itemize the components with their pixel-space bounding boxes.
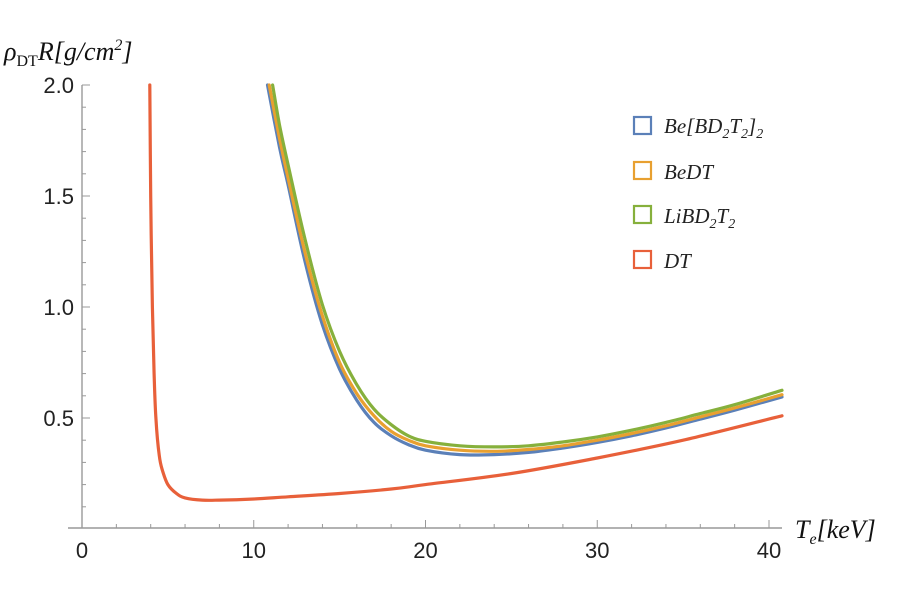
legend-item-3: LiBD2T2: [632, 204, 735, 232]
legend-label-1a: Be[BD: [664, 114, 722, 138]
x-tick-label: 30: [585, 538, 609, 563]
legend: Be[BD2T2]2 BeDT LiBD2T2 DT: [632, 114, 763, 273]
series-line-dt: [148, 83, 784, 502]
legend-item-2: BeDT: [632, 160, 714, 184]
legend-label-1d: 2: [741, 127, 748, 142]
legend-label-3d: 2: [728, 217, 735, 232]
y-axis-title-sub: DT: [16, 53, 38, 70]
x-tick-label: 20: [413, 538, 437, 563]
y-axis-title-end: ]: [121, 37, 132, 66]
legend-item-4: DT: [632, 249, 692, 273]
y-axis-title: ρDTR[g/cm2]: [3, 37, 132, 70]
y-axis-title-rho: ρ: [3, 37, 16, 66]
series-line-be-bd2t2-2: [265, 83, 784, 457]
svg-text:Te[keV]: Te[keV]: [795, 515, 876, 548]
series-line-bedt: [267, 83, 784, 453]
x-tick-label: 40: [757, 538, 781, 563]
svg-text:Be[BD2T2]2: Be[BD2T2]2: [664, 114, 763, 142]
x-axis-title-t: T: [795, 515, 811, 544]
axes: 0 10 20 30 40 0.5 1.0 1.5 2.0: [43, 73, 782, 563]
legend-swatch-4: [632, 249, 653, 270]
y-tick-label: 1.0: [43, 295, 74, 320]
legend-item-1: Be[BD2T2]2: [632, 114, 763, 142]
plot-lines: [148, 83, 784, 502]
x-axis-title-sub: e: [809, 531, 816, 548]
legend-label-3a: LiBD: [663, 204, 710, 228]
legend-swatch-3: [632, 204, 653, 225]
x-tick-label: 0: [76, 538, 88, 563]
x-axis-title: Te[keV]: [795, 515, 876, 548]
y-tick-label: 2.0: [43, 73, 74, 98]
legend-label-2: BeDT: [664, 160, 714, 184]
ticks: 0 10 20 30 40 0.5 1.0 1.5 2.0: [43, 73, 781, 563]
y-axis-title-main: R[g/cm: [37, 37, 115, 66]
series-line-libd2t2: [271, 83, 784, 449]
legend-label-1e: ]: [747, 114, 756, 138]
legend-swatch-1: [632, 115, 653, 136]
legend-label-3c: T: [717, 204, 730, 228]
legend-label-1c: T: [729, 114, 742, 138]
legend-swatch-2: [632, 160, 653, 181]
legend-label-3b: 2: [710, 217, 717, 232]
legend-label-4: DT: [663, 249, 692, 273]
y-axis-title-sup: 2: [114, 37, 122, 54]
y-tick-label: 0.5: [43, 406, 74, 431]
legend-label-1b: 2: [722, 127, 729, 142]
x-tick-label: 10: [242, 538, 266, 563]
svg-text:LiBD2T2: LiBD2T2: [663, 204, 735, 232]
y-tick-label: 1.5: [43, 184, 74, 209]
x-axis-title-main: [keV]: [817, 515, 876, 544]
svg-text:ρDTR[g/cm2]: ρDTR[g/cm2]: [3, 37, 132, 70]
legend-label-1f: 2: [756, 127, 763, 142]
